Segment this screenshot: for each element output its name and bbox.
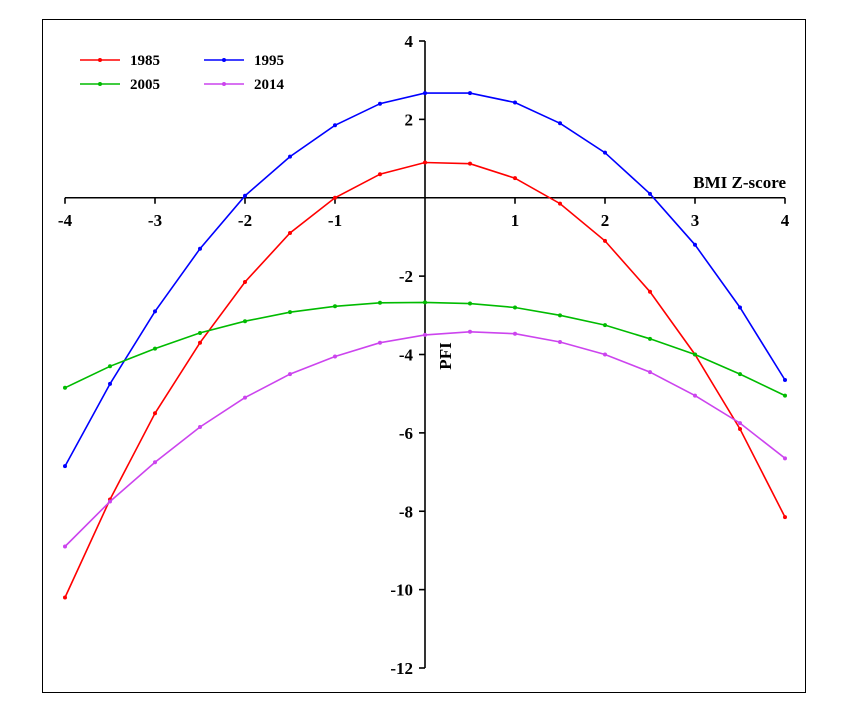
data-point-1985 [288,231,292,236]
data-point-2014 [648,370,652,375]
x-tick-label: 3 [691,211,700,230]
data-point-1985 [378,172,382,177]
data-point-1985 [783,515,787,520]
data-point-2005 [603,323,607,328]
legend-marker-1985 [98,58,102,62]
data-point-2014 [738,421,742,426]
data-point-2014 [333,354,337,359]
data-point-2005 [468,301,472,306]
data-point-2014 [288,372,292,377]
legend-label-1985: 1985 [130,53,160,69]
data-point-1985 [558,201,562,206]
data-point-2005 [243,319,247,324]
data-point-1995 [468,91,472,96]
data-point-2005 [153,346,157,351]
data-point-2005 [693,352,697,357]
x-tick-label: 4 [781,211,790,230]
data-point-1995 [693,242,697,247]
data-point-2014 [513,331,517,336]
data-point-1985 [423,160,427,165]
y-tick-label: 4 [405,32,414,51]
data-point-2005 [378,300,382,305]
data-point-1995 [333,123,337,128]
legend-marker-2005 [98,82,102,86]
y-tick-label: -2 [399,267,413,286]
x-tick-label: 2 [601,211,610,230]
data-point-2014 [423,332,427,337]
data-point-1995 [153,309,157,314]
data-point-2014 [558,339,562,344]
data-point-2014 [153,460,157,465]
data-point-2014 [108,499,112,504]
data-point-2005 [198,330,202,335]
x-tick-label: -3 [148,211,162,230]
y-tick-label: -12 [390,659,413,678]
data-point-2005 [513,305,517,310]
data-point-2014 [243,395,247,400]
data-point-2005 [648,336,652,341]
legend-label-1995: 1995 [254,53,284,69]
data-point-2014 [603,352,607,357]
y-tick-label: 2 [405,110,414,129]
y-tick-label: -10 [390,581,413,600]
data-point-1995 [783,377,787,382]
data-point-2005 [108,364,112,369]
data-point-1985 [153,411,157,416]
data-point-2014 [468,329,472,334]
data-point-2005 [333,304,337,309]
data-point-1995 [648,191,652,196]
data-point-1995 [603,150,607,155]
data-point-2005 [783,393,787,398]
y-tick-label: -8 [399,502,413,521]
data-point-1995 [513,100,517,105]
data-point-2014 [198,424,202,429]
data-point-1985 [468,161,472,166]
legend-marker-1995 [222,58,226,62]
data-point-1995 [243,193,247,198]
data-point-1995 [378,101,382,106]
y-tick-label: -4 [399,346,414,365]
data-point-1995 [423,91,427,96]
data-point-1985 [333,195,337,200]
chart-frame [42,19,806,693]
data-point-2005 [423,300,427,305]
axes: -4 -3 -2 -1 1 2 3 4 4 2 -2 -4 -6 -8 -10 -12 [58,32,790,678]
series-group [63,91,787,600]
x-tick-label: -2 [238,211,252,230]
data-point-1985 [513,176,517,181]
data-point-1995 [288,154,292,159]
data-point-1995 [738,305,742,310]
x-axis-title: BMI Z-score [693,173,786,192]
data-point-1985 [63,595,67,600]
data-point-1985 [198,340,202,345]
x-tick-label: 1 [511,211,520,230]
x-tick-label: -1 [328,211,342,230]
data-point-1985 [738,426,742,431]
data-point-1985 [648,289,652,294]
data-point-2005 [558,313,562,318]
legend-label-2014: 2014 [254,77,285,93]
data-point-2005 [288,310,292,315]
x-tick-label: -4 [58,211,73,230]
y-axis-title: PFI [436,342,455,370]
legend-label-2005: 2005 [130,77,160,93]
legend: 1985 1995 2005 2014 [80,53,285,93]
legend-marker-2014 [222,82,226,86]
y-tick-label: -6 [399,424,413,443]
data-point-1995 [108,381,112,386]
data-point-2014 [783,456,787,461]
data-point-2014 [63,544,67,549]
data-point-1995 [63,464,67,469]
data-point-1985 [243,280,247,285]
data-point-1995 [198,246,202,251]
data-point-1985 [603,238,607,243]
data-point-2005 [738,372,742,377]
data-point-2014 [378,340,382,345]
data-point-1995 [558,121,562,126]
data-point-2014 [693,393,697,398]
data-point-2005 [63,385,67,390]
